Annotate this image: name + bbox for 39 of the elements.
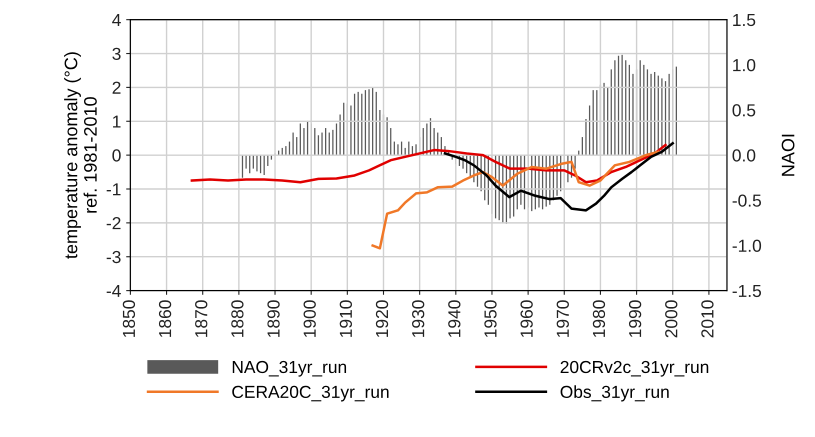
- x-tick-label: 1940: [448, 300, 460, 337]
- y2-tick-label: 1.5: [733, 14, 756, 26]
- x-tick-label: 1970: [556, 300, 569, 337]
- x-tick-label: 1980: [592, 300, 606, 337]
- y-tick-label: -2: [106, 217, 120, 230]
- y2-tick-label: -0.5: [732, 194, 762, 207]
- y2-tick-label: 0.5: [732, 104, 756, 116]
- x-tick-label: 1880: [231, 300, 244, 337]
- x-tick-label: 1960: [520, 300, 533, 337]
- x-tick-label: 1850: [122, 300, 136, 337]
- x-tick-label: 1860: [158, 300, 172, 337]
- y2-tick-label: -1.0: [732, 240, 762, 252]
- y-tick-label: 0: [112, 149, 121, 162]
- y-tick-label: 4: [112, 14, 121, 26]
- y-tick-label: -1: [106, 183, 121, 196]
- y-tick-label: 2: [112, 82, 120, 94]
- y2-tick-label: 1.0: [733, 58, 756, 72]
- x-tick-label: 1920: [376, 300, 388, 337]
- y-tick-label: 3: [112, 48, 121, 60]
- x-tick-label: 1930: [412, 300, 424, 337]
- y-tick-label: -4: [106, 284, 121, 297]
- y-axis-title: temperature anomaly (°C) ref. 1981-2010: [64, 52, 97, 259]
- y-tick-label: -3: [106, 250, 121, 264]
- y2-tick-label: 0.0: [732, 149, 756, 162]
- y2-tick-label: -1.5: [732, 284, 762, 298]
- x-tick-label: 1950: [484, 300, 497, 337]
- legend-label: Obs_31yr_run: [560, 385, 669, 402]
- x-tick-label: 2000: [665, 300, 678, 338]
- x-tick-label: 1890: [267, 300, 280, 337]
- legend-label: CERA20C_31yr_run: [232, 386, 389, 402]
- x-tick-label: 1910: [340, 300, 352, 337]
- legend-label: NAO_31yr_run: [232, 360, 346, 377]
- x-tick-label: 2010: [701, 300, 714, 338]
- legend-label: 20CRv2c_31yr_run: [560, 360, 708, 377]
- x-tick-label: 1900: [304, 300, 316, 337]
- x-tick-label: 1990: [628, 300, 642, 337]
- y-tick-label: 1: [113, 116, 121, 128]
- y2-axis-title: NAOI: [782, 134, 794, 176]
- x-tick-label: 1870: [195, 300, 208, 337]
